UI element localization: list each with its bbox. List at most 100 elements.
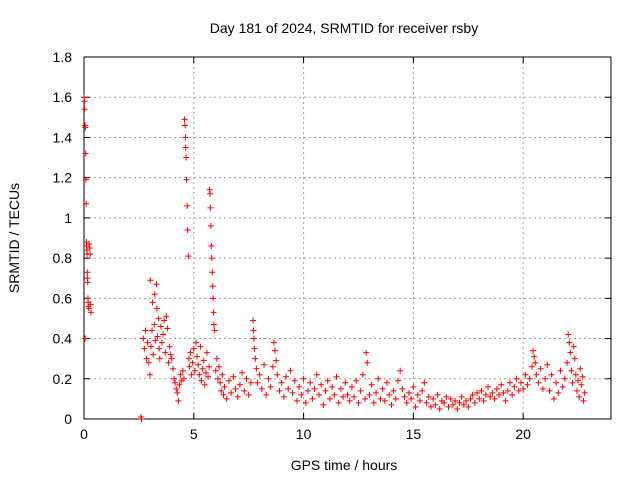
data-point bbox=[147, 277, 154, 284]
data-point bbox=[346, 397, 353, 404]
data-point bbox=[87, 251, 94, 258]
data-point bbox=[190, 345, 197, 352]
data-point bbox=[182, 134, 189, 141]
data-point bbox=[487, 393, 494, 400]
data-point bbox=[199, 365, 206, 372]
data-point bbox=[329, 383, 336, 390]
data-point bbox=[561, 375, 568, 382]
data-point bbox=[156, 355, 163, 362]
data-point bbox=[300, 375, 307, 382]
data-point bbox=[195, 361, 202, 368]
data-point bbox=[533, 371, 540, 378]
data-point bbox=[302, 399, 309, 406]
data-point bbox=[565, 331, 572, 338]
data-point bbox=[197, 343, 204, 350]
data-point bbox=[211, 327, 218, 334]
data-point bbox=[82, 176, 89, 183]
data-point bbox=[175, 397, 182, 404]
data-point bbox=[362, 395, 369, 402]
data-point bbox=[280, 393, 287, 400]
data-point bbox=[485, 383, 492, 390]
y-tick-label: 0.4 bbox=[53, 331, 73, 347]
data-point bbox=[236, 381, 243, 388]
data-point bbox=[179, 367, 186, 374]
data-point bbox=[412, 403, 419, 410]
data-point bbox=[368, 381, 375, 388]
data-point bbox=[566, 339, 573, 346]
data-point bbox=[250, 335, 257, 342]
data-point bbox=[373, 389, 380, 396]
data-point bbox=[265, 375, 272, 382]
data-point bbox=[419, 387, 426, 394]
data-point bbox=[151, 321, 158, 328]
data-point bbox=[542, 375, 549, 382]
data-point bbox=[82, 150, 89, 157]
data-point bbox=[502, 397, 509, 404]
data-point bbox=[482, 391, 489, 398]
data-point bbox=[520, 385, 527, 392]
data-point bbox=[388, 401, 395, 408]
data-point bbox=[559, 383, 566, 390]
data-point bbox=[160, 331, 167, 338]
data-point bbox=[191, 367, 198, 374]
data-point bbox=[539, 385, 546, 392]
data-point bbox=[153, 281, 160, 288]
data-point bbox=[155, 315, 162, 322]
x-tick-label: 20 bbox=[515, 426, 531, 442]
data-point bbox=[463, 397, 470, 404]
data-point bbox=[276, 387, 283, 394]
data-point bbox=[145, 359, 152, 366]
data-point bbox=[572, 371, 579, 378]
data-point bbox=[576, 393, 583, 400]
data-point bbox=[138, 416, 145, 422]
y-tick-label: 1.8 bbox=[53, 49, 73, 65]
data-point bbox=[573, 387, 580, 394]
data-point bbox=[430, 395, 437, 402]
data-point bbox=[169, 365, 176, 372]
data-point bbox=[311, 385, 318, 392]
data-point bbox=[82, 124, 89, 131]
data-point bbox=[81, 98, 88, 105]
data-point bbox=[293, 397, 300, 404]
data-point bbox=[283, 373, 290, 380]
data-point bbox=[209, 283, 216, 290]
data-point bbox=[250, 327, 257, 334]
data-point bbox=[535, 379, 542, 386]
data-point bbox=[351, 393, 358, 400]
data-point bbox=[207, 204, 214, 211]
data-point bbox=[87, 301, 94, 308]
data-point bbox=[449, 401, 456, 408]
data-point bbox=[452, 397, 459, 404]
data-point bbox=[348, 383, 355, 390]
x-axis-label: GPS time / hours bbox=[291, 457, 398, 473]
data-point bbox=[163, 313, 170, 320]
data-point bbox=[88, 309, 95, 316]
data-point bbox=[353, 377, 360, 384]
data-point bbox=[465, 403, 472, 410]
data-point bbox=[285, 385, 292, 392]
data-point bbox=[142, 327, 149, 334]
data-point bbox=[377, 395, 384, 402]
data-point bbox=[570, 343, 577, 350]
data-point bbox=[467, 395, 474, 402]
data-point bbox=[274, 371, 281, 378]
data-point bbox=[270, 339, 277, 346]
data-point bbox=[403, 399, 410, 406]
data-point bbox=[83, 200, 90, 207]
data-point bbox=[165, 359, 172, 366]
data-point bbox=[174, 389, 181, 396]
data-point bbox=[208, 255, 215, 262]
data-point bbox=[232, 385, 239, 392]
data-point bbox=[143, 355, 150, 362]
data-point bbox=[395, 377, 402, 384]
data-point bbox=[322, 387, 329, 394]
data-point bbox=[272, 347, 279, 354]
data-point bbox=[522, 371, 529, 378]
y-axis-label: SRMTID / TECUs bbox=[6, 183, 22, 293]
y-tick-label: 1.6 bbox=[53, 89, 73, 105]
y-tick-label: 0.6 bbox=[53, 290, 73, 306]
data-point bbox=[548, 371, 555, 378]
data-point bbox=[172, 379, 179, 386]
data-point bbox=[205, 373, 212, 380]
